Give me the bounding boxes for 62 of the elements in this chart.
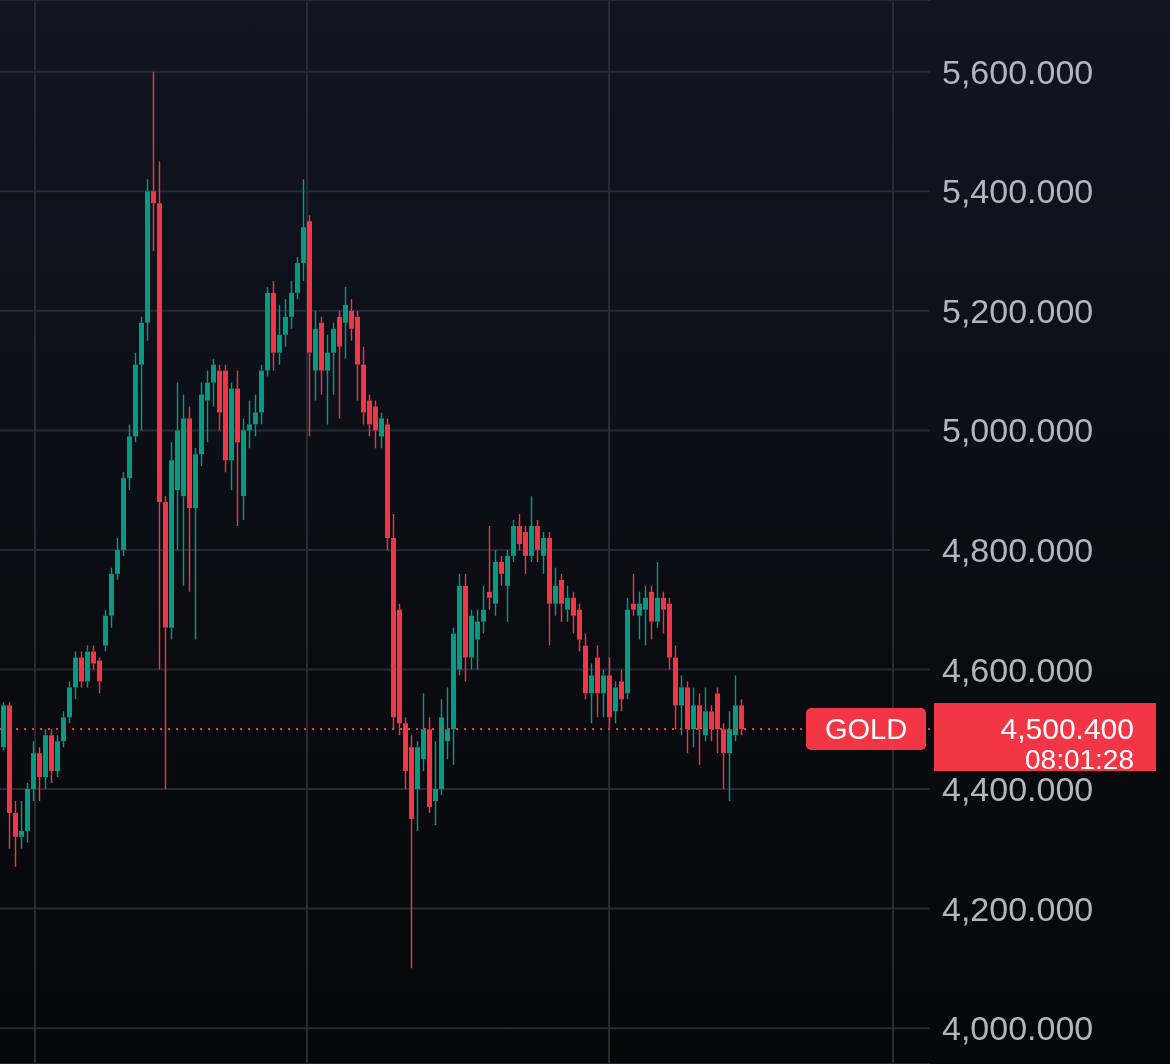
candlestick bbox=[541, 531, 546, 575]
candlestick bbox=[13, 800, 18, 868]
candlestick bbox=[565, 585, 570, 623]
candlestick bbox=[319, 316, 324, 396]
candlestick bbox=[481, 585, 486, 635]
candlestick bbox=[325, 334, 330, 426]
candlestick bbox=[157, 160, 162, 671]
y-tick-label: 5,200.000 bbox=[942, 291, 1094, 330]
candlestick bbox=[211, 357, 216, 408]
candlestick bbox=[691, 686, 696, 748]
candlestick bbox=[547, 531, 552, 647]
y-tick-label: 4,000.000 bbox=[942, 1009, 1094, 1048]
candlestick bbox=[271, 280, 276, 372]
candlestick bbox=[145, 178, 150, 342]
candlestick bbox=[505, 549, 510, 623]
candlestick bbox=[595, 644, 600, 718]
candlestick bbox=[655, 561, 660, 629]
candlestick bbox=[601, 668, 606, 718]
text: 4,500.400 bbox=[1000, 712, 1134, 746]
candlestick bbox=[151, 71, 156, 252]
y-tick-label: 5,600.000 bbox=[942, 52, 1094, 91]
candlestick bbox=[703, 686, 708, 742]
candlestick bbox=[307, 214, 312, 438]
candlestick bbox=[529, 495, 534, 563]
y-tick-label: 4,600.000 bbox=[942, 650, 1094, 689]
candlestick bbox=[187, 405, 192, 593]
candlestick bbox=[229, 381, 234, 491]
candlestick bbox=[31, 740, 36, 802]
ref-line-label: GOLD bbox=[824, 713, 908, 746]
candlestick bbox=[301, 178, 306, 282]
candlestick bbox=[283, 298, 288, 348]
candlestick bbox=[619, 668, 624, 713]
candlestick bbox=[493, 549, 498, 617]
candlestick bbox=[631, 573, 636, 617]
candlestick bbox=[37, 746, 42, 802]
candlestick bbox=[589, 662, 594, 724]
y-tick-label: 5,400.000 bbox=[942, 172, 1094, 211]
candlestick bbox=[193, 447, 198, 641]
y-tick-label: 4,800.000 bbox=[942, 531, 1094, 569]
candlestick bbox=[163, 495, 168, 790]
candlestick bbox=[487, 525, 492, 611]
candlestick bbox=[649, 585, 654, 641]
candlestick bbox=[337, 310, 342, 420]
candlestick bbox=[331, 322, 336, 396]
candlestick bbox=[559, 573, 564, 623]
candlestick bbox=[235, 369, 240, 527]
candlestick bbox=[127, 423, 132, 491]
y-tick-label: 4,200.000 bbox=[942, 889, 1094, 928]
candlestick bbox=[19, 800, 24, 850]
candlestick bbox=[553, 567, 558, 617]
candlestick bbox=[241, 417, 246, 521]
candlestick bbox=[247, 399, 252, 450]
candlestick bbox=[289, 280, 294, 330]
candlestick bbox=[343, 286, 348, 360]
candlestick bbox=[277, 304, 282, 366]
candlestick bbox=[679, 674, 684, 736]
candlestick bbox=[463, 573, 468, 683]
y-tick-label: 5,000.000 bbox=[942, 411, 1094, 450]
candlestick bbox=[433, 740, 438, 826]
candlestick bbox=[313, 310, 318, 402]
candlestick bbox=[253, 393, 258, 438]
candlestick bbox=[139, 316, 144, 432]
